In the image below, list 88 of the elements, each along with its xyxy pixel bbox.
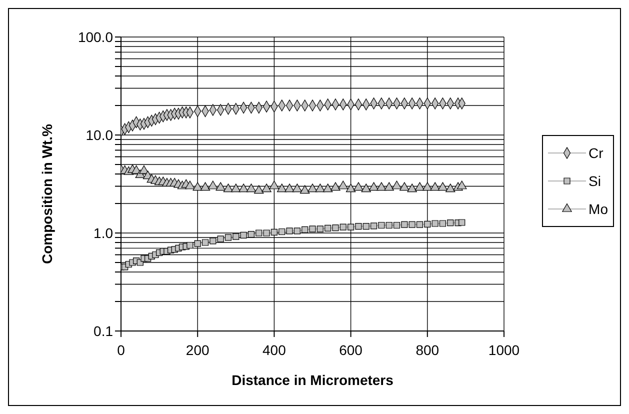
point bbox=[262, 184, 272, 192]
point bbox=[256, 230, 262, 236]
point bbox=[447, 220, 454, 226]
point bbox=[368, 182, 379, 191]
point bbox=[208, 180, 218, 190]
point bbox=[217, 236, 224, 242]
legend-label: Cr bbox=[588, 145, 604, 161]
point bbox=[292, 184, 302, 192]
point bbox=[361, 184, 371, 192]
point bbox=[332, 224, 339, 232]
point bbox=[269, 180, 280, 190]
point bbox=[362, 223, 370, 230]
point bbox=[238, 184, 248, 192]
point bbox=[202, 239, 209, 246]
y-tick-label: 1.0 bbox=[94, 224, 114, 241]
x-axis-title: Distance in Micrometers bbox=[232, 372, 394, 388]
point bbox=[432, 220, 438, 227]
point bbox=[277, 184, 287, 192]
point bbox=[315, 184, 326, 192]
point bbox=[424, 220, 431, 228]
point bbox=[309, 226, 316, 232]
point bbox=[216, 182, 226, 191]
point bbox=[346, 184, 356, 192]
y-tick-label: 10.0 bbox=[86, 126, 114, 143]
point bbox=[263, 230, 270, 236]
point bbox=[330, 182, 340, 191]
point bbox=[248, 230, 255, 238]
point bbox=[223, 184, 234, 192]
point bbox=[446, 184, 456, 192]
point bbox=[254, 185, 264, 194]
point bbox=[430, 182, 440, 191]
point bbox=[354, 182, 364, 191]
x-tick-label: 0 bbox=[117, 342, 126, 358]
point bbox=[231, 184, 241, 192]
point bbox=[194, 240, 201, 247]
point bbox=[294, 228, 300, 234]
point bbox=[139, 165, 149, 174]
point bbox=[348, 224, 354, 230]
point bbox=[308, 184, 318, 192]
y-tick-label: 0.1 bbox=[94, 322, 114, 339]
point bbox=[270, 228, 278, 236]
point bbox=[224, 234, 232, 241]
point bbox=[316, 226, 324, 232]
point bbox=[392, 180, 402, 190]
x-tick-label: 600 bbox=[339, 342, 363, 358]
point bbox=[186, 242, 194, 249]
point bbox=[355, 223, 362, 230]
point bbox=[378, 222, 385, 229]
legend-label: Si bbox=[588, 173, 601, 189]
point bbox=[340, 224, 346, 230]
point bbox=[422, 182, 432, 191]
point bbox=[300, 185, 310, 194]
point bbox=[384, 182, 394, 191]
point bbox=[376, 182, 386, 191]
legend-label: Mo bbox=[588, 201, 608, 217]
x-tick-label: 400 bbox=[262, 342, 286, 358]
point bbox=[210, 238, 216, 244]
point bbox=[386, 222, 392, 229]
point bbox=[286, 228, 293, 234]
point bbox=[284, 184, 294, 192]
point bbox=[200, 182, 210, 191]
point bbox=[407, 184, 417, 192]
point bbox=[400, 182, 410, 191]
point bbox=[393, 222, 400, 229]
point bbox=[370, 222, 378, 230]
point bbox=[458, 219, 466, 226]
point bbox=[438, 182, 448, 191]
y-tick-label: 100.0 bbox=[78, 28, 114, 45]
point bbox=[338, 180, 348, 190]
y-axis-title: Composition in Wt.% bbox=[38, 123, 55, 264]
point bbox=[401, 221, 408, 228]
point bbox=[322, 184, 333, 192]
point bbox=[408, 221, 416, 228]
point bbox=[324, 224, 332, 232]
point bbox=[416, 221, 424, 228]
x-tick-label: 800 bbox=[416, 342, 440, 358]
point bbox=[232, 233, 240, 240]
point bbox=[302, 226, 308, 234]
point bbox=[185, 180, 195, 190]
point bbox=[414, 182, 425, 191]
point bbox=[192, 182, 202, 191]
point bbox=[278, 228, 286, 236]
x-tick-label: 200 bbox=[186, 342, 210, 358]
point bbox=[457, 180, 467, 190]
point bbox=[246, 184, 256, 192]
x-tick-label: 1000 bbox=[488, 342, 520, 358]
point bbox=[439, 220, 446, 227]
point bbox=[240, 232, 247, 238]
